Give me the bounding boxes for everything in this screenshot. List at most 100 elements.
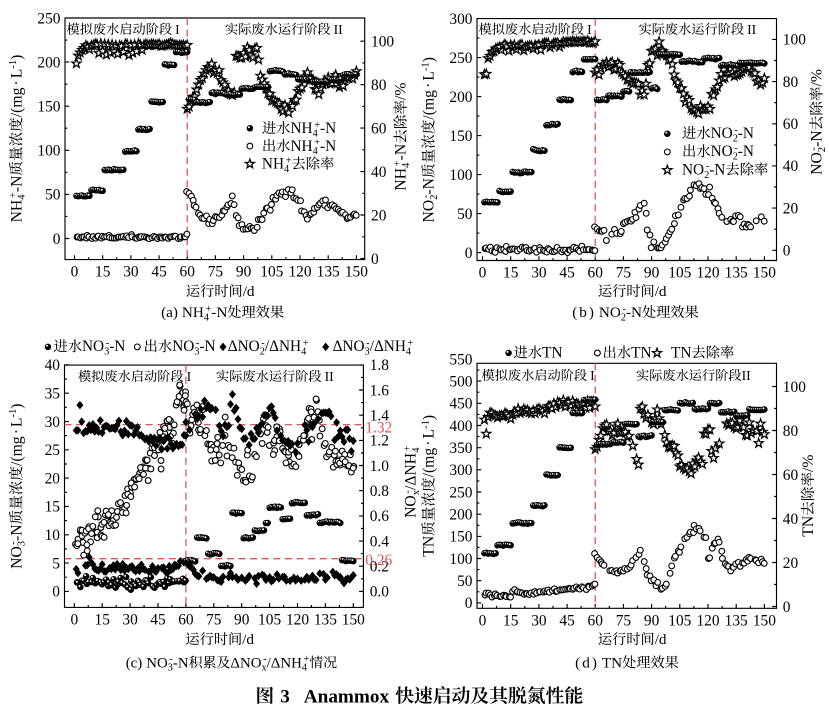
svg-text:3: 3 xyxy=(280,686,290,707)
svg-text:NH: NH xyxy=(8,200,25,223)
svg-text:60: 60 xyxy=(588,265,604,282)
svg-text:+: + xyxy=(402,445,413,451)
svg-text:/%: /% xyxy=(809,69,826,86)
svg-text:90: 90 xyxy=(234,611,250,628)
svg-text:-: - xyxy=(261,338,265,349)
svg-text:150: 150 xyxy=(342,611,365,628)
svg-text:TN: TN xyxy=(631,344,651,361)
svg-text:x: x xyxy=(411,489,422,495)
svg-text:-N: -N xyxy=(809,130,826,147)
svg-text:250: 250 xyxy=(37,10,60,27)
svg-text:4: 4 xyxy=(17,194,28,200)
svg-text:0: 0 xyxy=(52,584,60,601)
svg-text:/(mg: /(mg xyxy=(421,90,438,120)
svg-text:105: 105 xyxy=(668,265,691,282)
svg-text:TN: TN xyxy=(421,536,438,557)
svg-text:120: 120 xyxy=(696,612,719,629)
svg-text:-: - xyxy=(263,654,267,665)
svg-text:/d: /d xyxy=(242,631,254,648)
svg-text:/d: /d xyxy=(655,283,667,300)
svg-text:40: 40 xyxy=(371,164,387,181)
svg-text:TN: TN xyxy=(602,654,622,671)
svg-text:120: 120 xyxy=(288,264,311,281)
svg-text:200: 200 xyxy=(449,89,472,106)
svg-text:/d: /d xyxy=(655,631,667,648)
svg-text:-: - xyxy=(8,541,19,545)
svg-text:-: - xyxy=(402,490,413,494)
svg-text:x: x xyxy=(262,663,268,674)
svg-text:100: 100 xyxy=(783,32,806,49)
svg-text:L: L xyxy=(421,429,438,439)
svg-text:·: · xyxy=(421,440,438,445)
svg-text:50: 50 xyxy=(457,573,473,590)
svg-text:15: 15 xyxy=(503,612,519,629)
svg-text:): ) xyxy=(592,654,597,671)
svg-text:4: 4 xyxy=(406,347,411,358)
svg-text:30: 30 xyxy=(122,611,138,628)
svg-text:/%: /% xyxy=(393,83,410,100)
svg-text:/ΔNH: /ΔNH xyxy=(370,338,406,355)
svg-text:4: 4 xyxy=(313,128,318,139)
svg-text:90: 90 xyxy=(644,265,660,282)
svg-text:/ΔNH: /ΔNH xyxy=(403,453,420,490)
svg-text:250: 250 xyxy=(449,484,472,501)
svg-text:100: 100 xyxy=(449,551,472,568)
svg-text:b: b xyxy=(579,304,587,321)
svg-text:40: 40 xyxy=(45,357,61,374)
svg-text:NO: NO xyxy=(146,655,168,671)
svg-text:NO: NO xyxy=(8,546,25,569)
svg-text:): ) xyxy=(421,415,438,420)
svg-text:30: 30 xyxy=(531,612,547,629)
svg-text:II: II xyxy=(334,22,344,37)
svg-text:30: 30 xyxy=(531,265,547,282)
svg-text:-N: -N xyxy=(8,176,25,193)
svg-text:NO: NO xyxy=(711,143,733,160)
svg-text:4: 4 xyxy=(401,162,412,168)
svg-text:450: 450 xyxy=(449,396,472,413)
svg-text:-: - xyxy=(734,125,738,136)
svg-text:120: 120 xyxy=(696,265,719,282)
svg-text:45: 45 xyxy=(559,265,575,282)
svg-text:NH: NH xyxy=(262,156,284,173)
svg-text:-N: -N xyxy=(738,125,754,142)
svg-text:150: 150 xyxy=(753,265,776,282)
svg-text:0: 0 xyxy=(53,231,61,248)
svg-text:-1: -1 xyxy=(8,60,19,69)
svg-text:0.8: 0.8 xyxy=(370,483,390,500)
svg-text:/ΔNH: /ΔNH xyxy=(265,338,301,355)
svg-text:-N: -N xyxy=(393,144,410,161)
svg-text:/ΔNH: /ΔNH xyxy=(267,655,302,671)
svg-text:60: 60 xyxy=(783,116,799,133)
svg-text:4: 4 xyxy=(302,663,307,674)
svg-text:-1: -1 xyxy=(8,409,19,418)
svg-text:1.6: 1.6 xyxy=(370,382,390,399)
svg-text:150: 150 xyxy=(37,99,60,116)
svg-text:1.8: 1.8 xyxy=(370,357,390,374)
svg-text:35: 35 xyxy=(45,386,61,403)
svg-text:-: - xyxy=(734,143,738,154)
svg-text:5: 5 xyxy=(52,555,60,572)
svg-text:): ) xyxy=(589,304,594,321)
svg-text:2: 2 xyxy=(704,170,709,181)
svg-text:): ) xyxy=(421,57,438,62)
svg-text:4: 4 xyxy=(284,164,289,175)
svg-text:100: 100 xyxy=(371,34,394,51)
svg-text:4: 4 xyxy=(204,312,209,323)
svg-text:): ) xyxy=(8,55,25,60)
svg-text:L: L xyxy=(8,69,25,79)
svg-text:0.0: 0.0 xyxy=(370,584,390,601)
svg-text:-: - xyxy=(622,304,626,315)
svg-text:4: 4 xyxy=(411,447,422,453)
svg-text:0: 0 xyxy=(479,612,487,629)
svg-text:75: 75 xyxy=(616,612,632,629)
svg-text:TN: TN xyxy=(671,344,691,361)
svg-text:/(mg: /(mg xyxy=(8,87,25,117)
svg-text:+: + xyxy=(286,155,292,166)
svg-text:I: I xyxy=(590,368,595,383)
svg-text:L: L xyxy=(421,71,438,81)
svg-text:45: 45 xyxy=(150,611,166,628)
svg-text:135: 135 xyxy=(314,611,337,628)
svg-text:-1: -1 xyxy=(420,62,431,71)
svg-text:NH: NH xyxy=(182,304,204,321)
svg-text:ΔNO: ΔNO xyxy=(333,338,365,355)
